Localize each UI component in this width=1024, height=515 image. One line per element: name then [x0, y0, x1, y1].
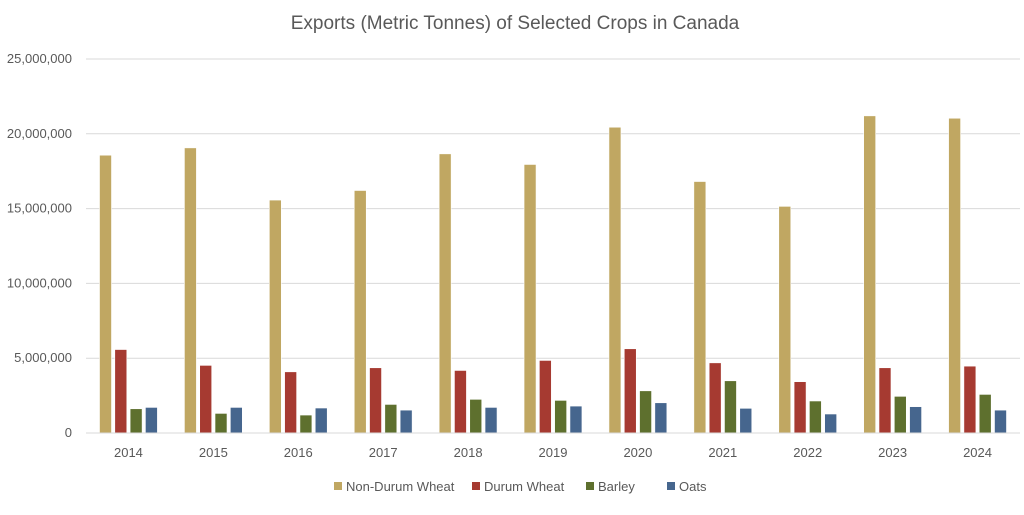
- bar-oats-2015: [230, 407, 243, 434]
- x-tick-label: 2023: [878, 445, 907, 460]
- x-tick-label: 2024: [963, 445, 992, 460]
- bar-barley-2021: [724, 380, 737, 434]
- bar-non-durum-wheat-2018: [438, 153, 452, 434]
- bar-barley-2024: [978, 394, 992, 434]
- bar-durum-wheat-2020: [623, 348, 637, 434]
- bar-oats-2017: [399, 409, 413, 434]
- legend-item: Barley: [586, 479, 635, 494]
- legend-label: Non-Durum Wheat: [346, 479, 455, 494]
- bar-barley-2023: [893, 396, 907, 434]
- bar-non-durum-wheat-2020: [608, 126, 622, 434]
- bar-barley-2015: [214, 413, 228, 434]
- bars: [99, 115, 1007, 434]
- bar-barley-2016: [299, 414, 313, 434]
- bar-durum-wheat-2023: [878, 367, 892, 434]
- bar-oats-2019: [569, 405, 583, 434]
- bar-durum-wheat-2017: [369, 367, 382, 434]
- legend: Non-Durum Wheat Durum Wheat Barley Oats: [334, 479, 707, 494]
- y-tick-label: 25,000,000: [7, 51, 72, 66]
- bar-barley-2017: [384, 404, 398, 434]
- y-tick-label: 15,000,000: [7, 201, 72, 216]
- x-tick-label: 2019: [539, 445, 568, 460]
- y-axis: 0 5,000,000 10,000,000 15,000,000 20,000,000…: [7, 51, 72, 440]
- x-tick-label: 2018: [454, 445, 483, 460]
- bar-non-durum-wheat-2015: [184, 147, 197, 434]
- bar-barley-2018: [469, 399, 483, 434]
- x-tick-label: 2017: [369, 445, 398, 460]
- bar-durum-wheat-2014: [114, 349, 128, 434]
- x-tick-label: 2015: [199, 445, 228, 460]
- legend-label: Durum Wheat: [484, 479, 565, 494]
- bar-non-durum-wheat-2016: [269, 199, 282, 434]
- y-tick-label: 5,000,000: [14, 350, 72, 365]
- bar-oats-2022: [824, 413, 837, 434]
- bar-barley-2019: [554, 400, 567, 434]
- bar-durum-wheat-2019: [539, 360, 552, 434]
- bar-durum-wheat-2021: [708, 362, 722, 434]
- bar-oats-2016: [314, 407, 328, 434]
- legend-label: Barley: [598, 479, 635, 494]
- x-tick-label: 2020: [623, 445, 652, 460]
- legend-item: Durum Wheat: [472, 479, 565, 494]
- legend-label: Oats: [679, 479, 707, 494]
- bar-durum-wheat-2024: [963, 365, 977, 434]
- x-tick-label: 2021: [708, 445, 737, 460]
- bar-oats-2014: [145, 407, 158, 434]
- legend-swatch: [586, 482, 594, 490]
- bar-non-durum-wheat-2019: [523, 164, 537, 434]
- bar-barley-2014: [129, 408, 143, 434]
- bar-oats-2021: [739, 408, 753, 434]
- legend-swatch: [667, 482, 675, 490]
- legend-swatch: [334, 482, 342, 490]
- legend-item: Oats: [667, 479, 707, 494]
- chart-title: Exports (Metric Tonnes) of Selected Crop…: [291, 13, 740, 34]
- legend-swatch: [472, 482, 480, 490]
- x-axis: 2014 2015 2016 2017 2018 2019 2020 2021 2022 2023…: [86, 432, 1020, 460]
- bar-non-durum-wheat-2022: [778, 206, 792, 434]
- bar-non-durum-wheat-2017: [353, 190, 367, 434]
- bar-durum-wheat-2016: [284, 371, 297, 434]
- bar-oats-2020: [654, 402, 668, 434]
- bar-durum-wheat-2018: [454, 370, 467, 434]
- bar-oats-2018: [484, 407, 498, 434]
- y-tick-label: 10,000,000: [7, 275, 72, 290]
- bar-barley-2020: [639, 390, 652, 434]
- y-tick-label: 0: [65, 425, 72, 440]
- y-tick-label: 20,000,000: [7, 126, 72, 141]
- x-tick-label: 2014: [114, 445, 143, 460]
- bar-barley-2022: [809, 400, 822, 434]
- x-tick-label: 2016: [284, 445, 313, 460]
- bar-non-durum-wheat-2021: [693, 181, 707, 434]
- bar-non-durum-wheat-2024: [948, 117, 961, 434]
- legend-item: Non-Durum Wheat: [334, 479, 455, 494]
- bar-oats-2024: [994, 409, 1007, 434]
- bar-durum-wheat-2015: [199, 365, 213, 434]
- bar-non-durum-wheat-2023: [863, 115, 876, 434]
- x-tick-label: 2022: [793, 445, 822, 460]
- bar-oats-2023: [909, 406, 922, 434]
- bar-non-durum-wheat-2014: [99, 154, 112, 434]
- bar-durum-wheat-2022: [793, 381, 807, 434]
